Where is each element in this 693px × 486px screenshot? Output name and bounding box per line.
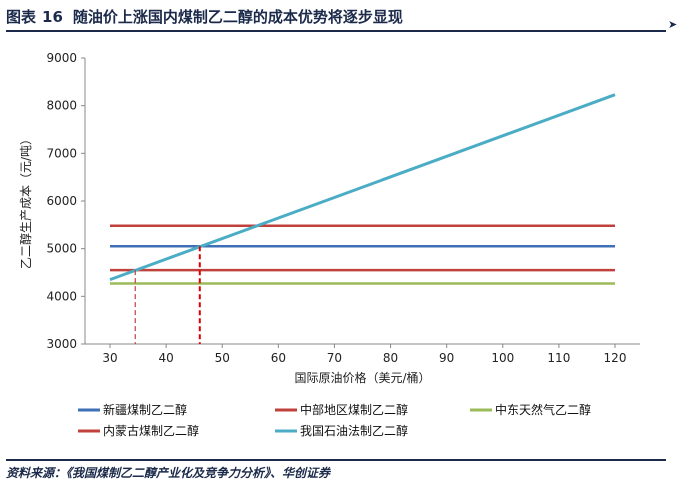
chart: 3000 4000 5000 6000 7000 8000 9000 30 40 50 60 70 80… xyxy=(18,51,640,438)
legend-label-1: 新疆煤制乙二醇 xyxy=(103,402,187,417)
y-tick-label: 6000 xyxy=(46,194,77,208)
x-tick-label: 110 xyxy=(547,351,570,365)
legend-label-4: 内蒙古煤制乙二醇 xyxy=(103,423,199,438)
arrow-icon: ➤ xyxy=(668,18,678,31)
figure-title-text: 随油价上涨国内煤制乙二醇的成本优势将逐步显现 xyxy=(72,8,403,26)
y-tick-label: 8000 xyxy=(46,99,77,113)
y-tick-label: 7000 xyxy=(46,146,77,160)
x-tick-label: 60 xyxy=(271,351,286,365)
y-tick-label: 5000 xyxy=(46,242,77,256)
title-divider xyxy=(6,30,666,32)
figure-label: 图表 xyxy=(6,8,37,26)
y-tick-label: 9000 xyxy=(46,51,77,65)
legend-label-3: 中东天然气乙二醇 xyxy=(495,402,591,417)
legend-label-5: 我国石油法制乙二醇 xyxy=(300,423,408,438)
figure-title: 图表 16 随油价上涨国内煤制乙二醇的成本优势将逐步显现 xyxy=(6,6,403,27)
y-tick-label: 3000 xyxy=(46,337,77,351)
series-line-5 xyxy=(109,93,616,282)
x-axis-label: 国际原油价格（美元/桶） xyxy=(294,370,430,385)
x-tick-label: 50 xyxy=(215,351,230,365)
source-note: 资料来源：《我国煤制乙二醇产业化及竞争力分析》、华创证券 xyxy=(6,466,331,480)
legend-label-2: 中部地区煤制乙二醇 xyxy=(300,402,408,417)
x-tick-label: 30 xyxy=(102,351,117,365)
figure-number: 16 xyxy=(42,8,63,26)
y-axis-label: 乙二醇生产成本（元/吨） xyxy=(18,133,33,269)
y-tick-label: 4000 xyxy=(46,289,77,303)
x-tick-label: 90 xyxy=(439,351,454,365)
x-tick-label: 100 xyxy=(491,351,514,365)
footer-divider xyxy=(6,459,666,461)
x-tick-label: 120 xyxy=(604,351,627,365)
x-tick-label: 80 xyxy=(383,351,398,365)
x-tick-label: 40 xyxy=(158,351,173,365)
plot-area: 3000 4000 5000 6000 7000 8000 9000 30 40 50 60 70 80… xyxy=(18,51,640,385)
x-tick-label: 70 xyxy=(327,351,342,365)
